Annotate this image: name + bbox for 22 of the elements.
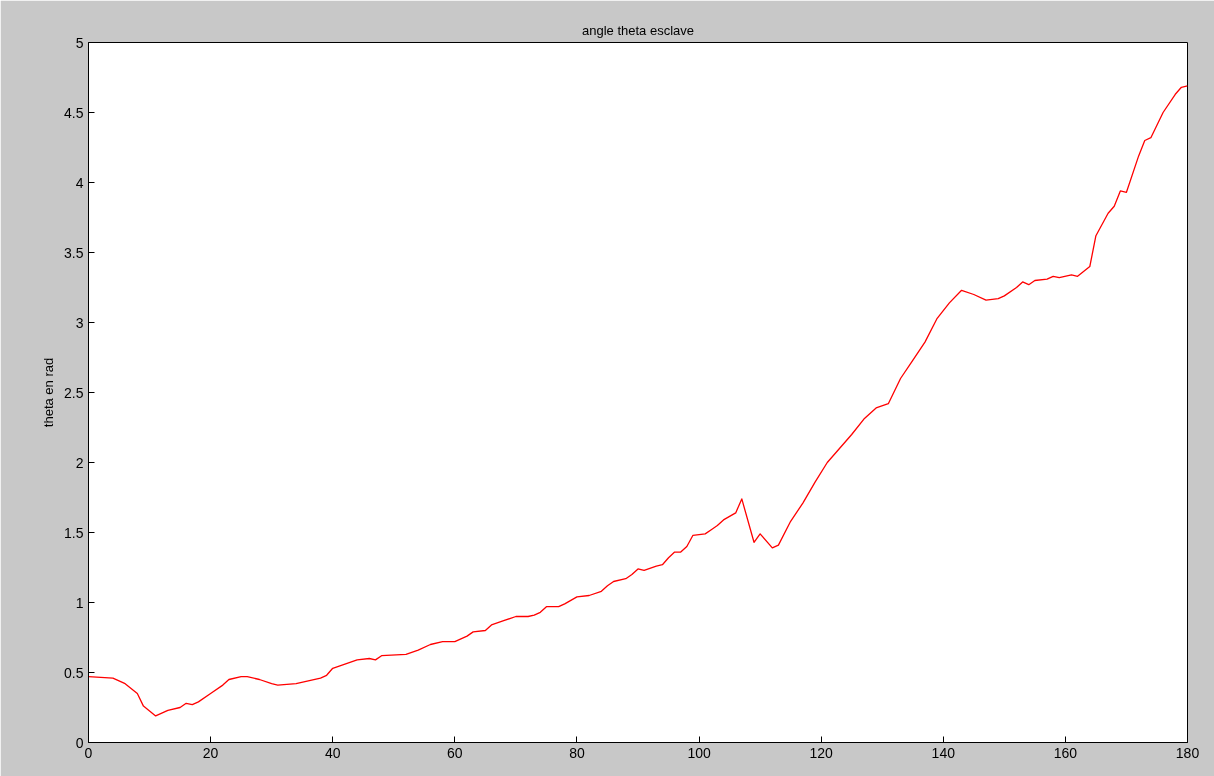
y-axis-title: theta en rad bbox=[41, 357, 57, 428]
y-tick-label: 4.5 bbox=[64, 104, 84, 121]
x-tick-label: 100 bbox=[687, 744, 711, 761]
y-tick-label: 2.5 bbox=[64, 384, 84, 401]
y-tick-label: 3 bbox=[75, 314, 84, 331]
x-tick-label: 160 bbox=[1053, 744, 1078, 761]
x-tick-label: 40 bbox=[324, 744, 341, 761]
x-tick-label: 60 bbox=[447, 744, 463, 761]
x-tick-label: 120 bbox=[809, 744, 834, 761]
y-tick-label: 1.5 bbox=[64, 524, 84, 541]
chart-title: angle theta esclave bbox=[581, 22, 695, 38]
y-tick-label: 1 bbox=[75, 594, 84, 611]
x-tick-label: 80 bbox=[569, 744, 585, 761]
y-tick-label: 3.5 bbox=[64, 244, 84, 261]
y-tick-label: 5 bbox=[75, 34, 84, 51]
y-tick-label: 2 bbox=[75, 454, 84, 471]
y-tick-label: 4 bbox=[75, 174, 84, 191]
x-tick-label: 140 bbox=[931, 744, 956, 761]
y-tick-label: 0.5 bbox=[64, 664, 84, 681]
x-tick-label: 180 bbox=[1175, 744, 1200, 761]
line-series bbox=[88, 85, 1188, 717]
x-tick-label: 20 bbox=[202, 744, 219, 761]
